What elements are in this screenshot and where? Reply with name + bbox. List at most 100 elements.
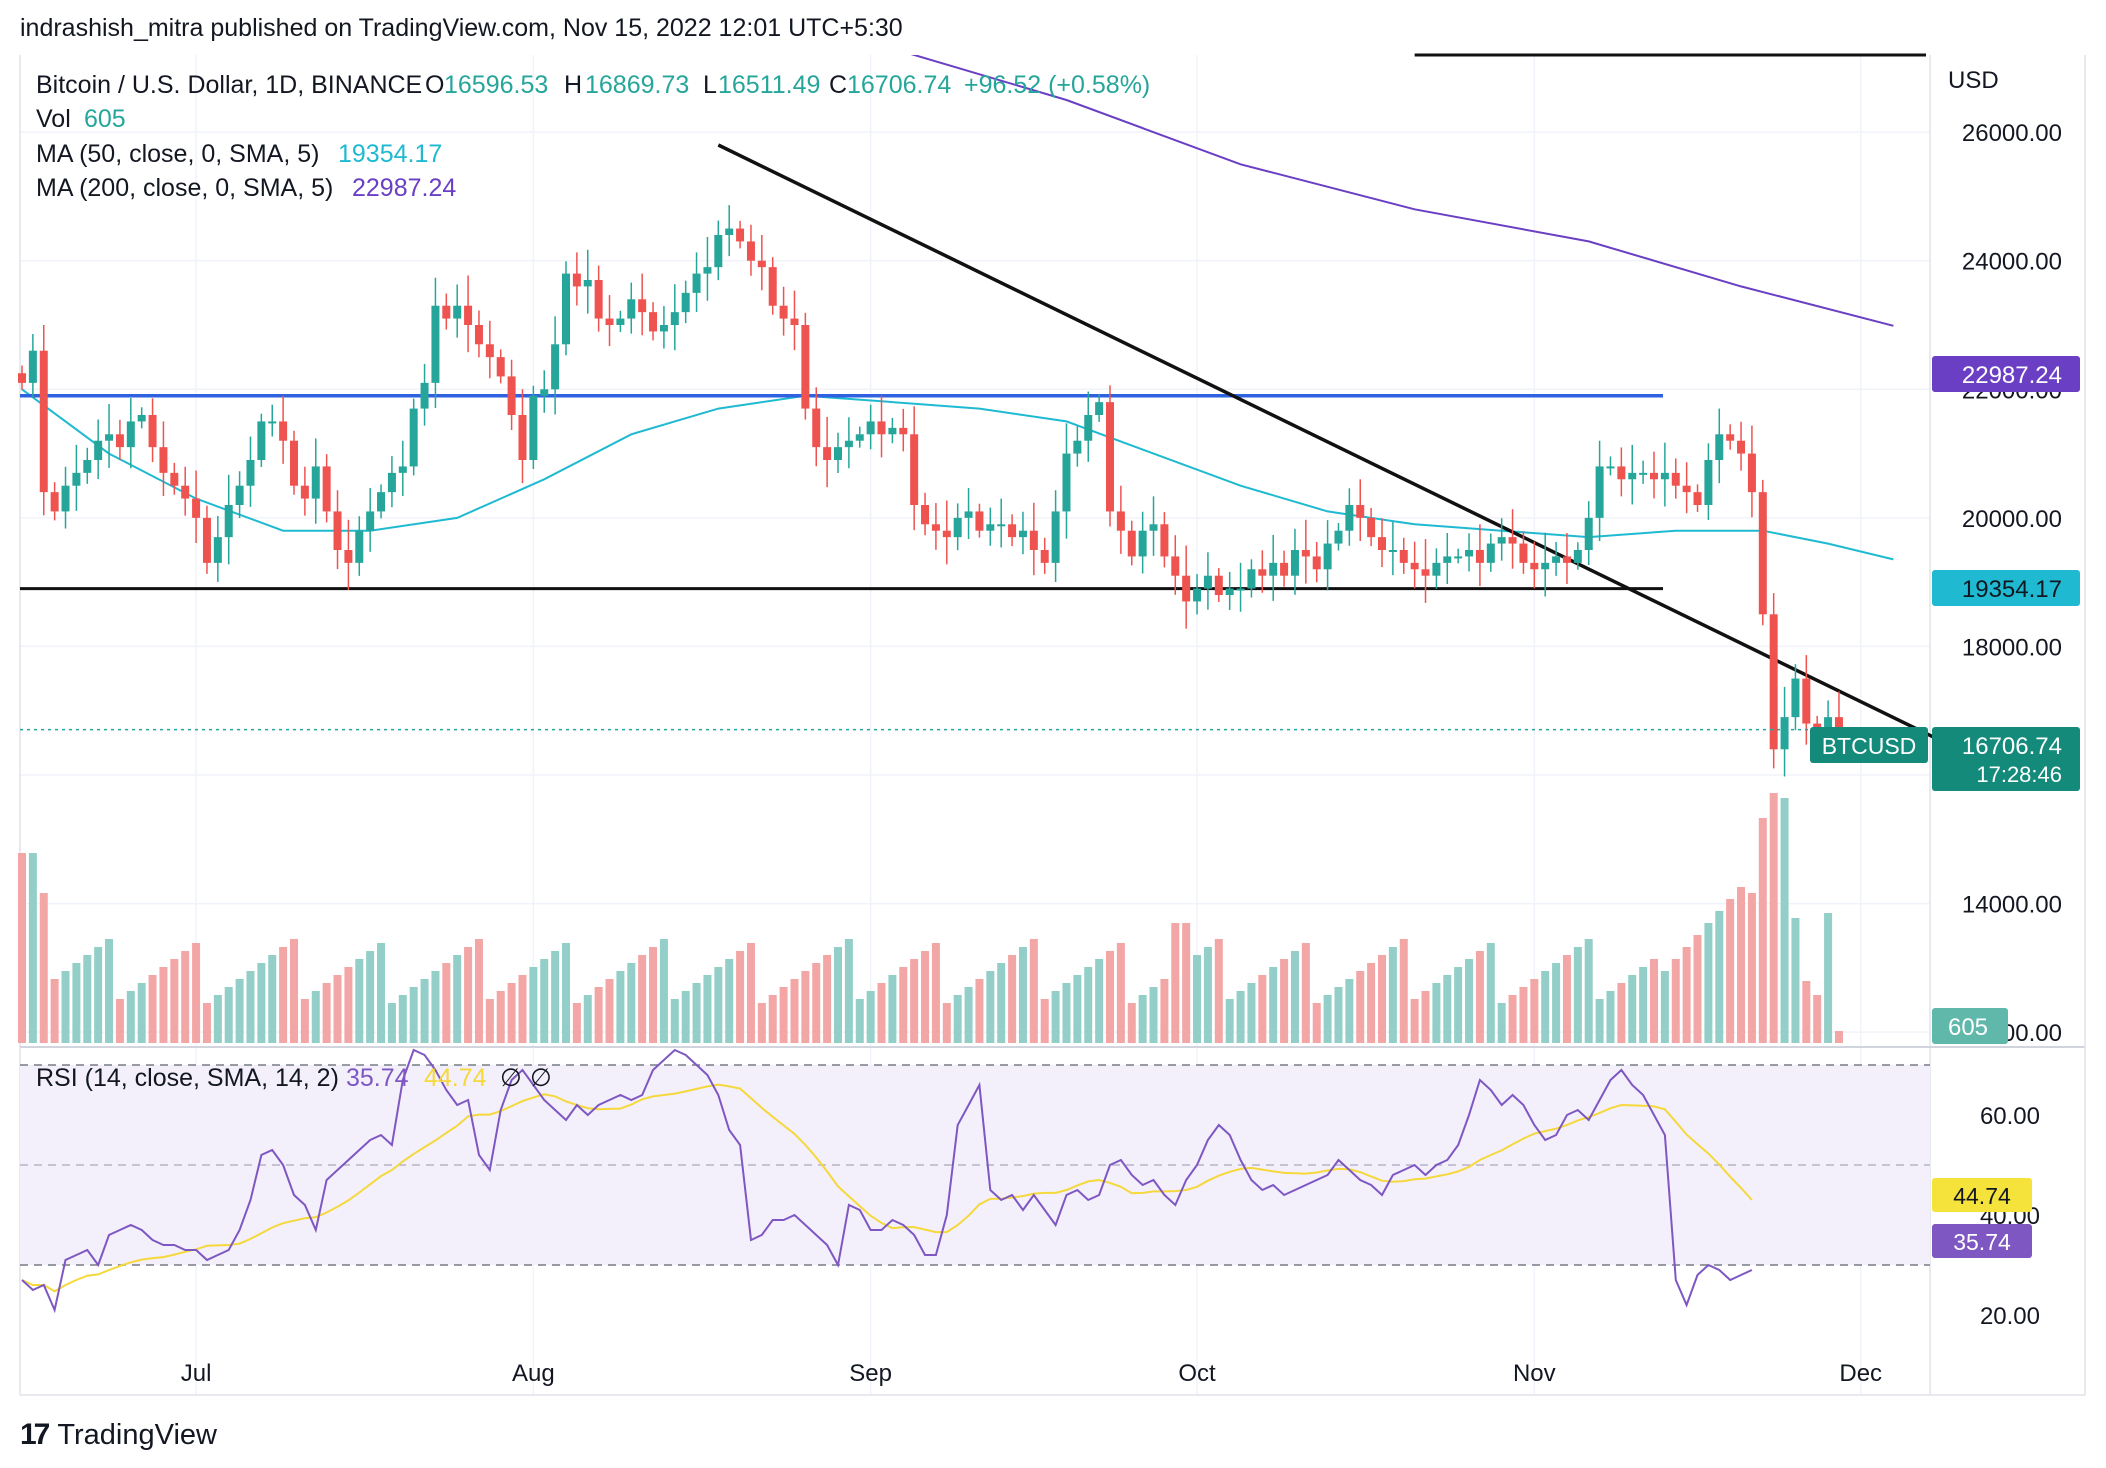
volume-bar [855, 999, 864, 1043]
volume-bar [1247, 983, 1256, 1043]
candle-body [1247, 569, 1256, 589]
volume-bar [290, 939, 298, 1043]
candle-body [921, 505, 930, 525]
volume-bar [1378, 955, 1386, 1043]
candle-body [18, 373, 26, 383]
volume-bar [562, 943, 570, 1043]
candle-body [398, 466, 407, 473]
candle-body [115, 434, 124, 448]
candle-body [1040, 550, 1049, 563]
volume-bar [1367, 963, 1376, 1043]
candle-body [1388, 550, 1397, 552]
candle-body [1062, 453, 1071, 512]
volume-bar [1606, 991, 1615, 1043]
volume-bar [866, 991, 875, 1043]
volume-badge-text: 605 [1948, 1014, 1988, 1041]
volume-bar [1084, 967, 1093, 1043]
candle-body [551, 344, 560, 390]
volume-bar [877, 983, 886, 1043]
price-tick-label: 14000.00 [1962, 892, 2062, 919]
volume-bar [616, 971, 625, 1043]
candle-body [855, 434, 864, 441]
volume-bar [605, 979, 614, 1043]
ma200-badge-text: 22987.24 [1962, 362, 2062, 389]
candle-body [529, 395, 538, 460]
candle-body [1236, 588, 1245, 591]
volume-bar [1410, 999, 1419, 1043]
candle-body [1280, 562, 1289, 576]
volume-bar [594, 987, 603, 1043]
volume-bar [736, 951, 745, 1043]
price-tick-label: 24000.00 [1962, 249, 2062, 276]
volume-bar [148, 975, 157, 1043]
volume-bar [72, 963, 81, 1043]
legend-rsi-extra-2: ∅ [530, 1064, 552, 1092]
legend-ma50-value: 19354.17 [338, 140, 442, 168]
volume-bar [1715, 911, 1724, 1043]
volume-bar [1225, 999, 1234, 1043]
volume-bar [1769, 793, 1778, 1043]
volume-bar [181, 951, 190, 1043]
volume-bar [1486, 943, 1495, 1043]
candle-body [137, 415, 146, 422]
volume-bar [1573, 947, 1582, 1043]
legend-rsi-value: 35.74 [346, 1064, 409, 1092]
candle-body [1312, 556, 1321, 570]
candle-body [496, 357, 505, 377]
volume-bar [1682, 947, 1691, 1043]
candle-body [192, 498, 201, 518]
ma200-line [910, 55, 1894, 327]
volume-bar [94, 947, 103, 1043]
rsi-badge-text: 35.74 [1953, 1229, 2011, 1255]
volume-bar [1106, 951, 1114, 1043]
tradingview-brand[interactable]: 17 TradingView [20, 1418, 217, 1452]
candle-body [518, 415, 527, 460]
candle-body [605, 318, 614, 325]
month-label: Nov [1513, 1360, 1556, 1387]
candle-body [1704, 460, 1713, 505]
candle-body [649, 312, 658, 332]
volume-bar [1650, 959, 1658, 1043]
volume-bar [1160, 979, 1169, 1043]
volume-bar [1595, 999, 1604, 1043]
brand-name: TradingView [57, 1418, 217, 1451]
candle-body [583, 280, 592, 287]
candle-body [931, 524, 940, 531]
month-label: Oct [1178, 1360, 1216, 1387]
volume-bar [670, 999, 679, 1043]
candle-body [1595, 466, 1604, 518]
candle-body [1269, 562, 1278, 576]
volume-bar [1008, 955, 1017, 1043]
candle-body [692, 273, 701, 293]
candle-body [1791, 678, 1800, 718]
candle-body [1530, 562, 1539, 570]
volume-bar [801, 971, 810, 1043]
volume-bar [834, 947, 842, 1043]
volume-bar [1095, 959, 1104, 1043]
candle-body [1378, 537, 1386, 550]
candle-body [1606, 466, 1615, 469]
candle-body [681, 292, 690, 313]
volume-bar [1345, 979, 1354, 1043]
volume-bar [464, 947, 473, 1043]
candle-body [877, 421, 886, 435]
candle-body [1671, 472, 1680, 486]
volume-bar [583, 995, 592, 1043]
legend-h-label: H [564, 71, 582, 99]
volume-bar [159, 967, 168, 1043]
volume-bar [420, 979, 429, 1043]
candle-body [964, 511, 973, 518]
candle-body [50, 492, 59, 512]
candle-body [257, 421, 266, 460]
candle-body [540, 389, 549, 396]
legend: Bitcoin / U.S. Dollar, 1D, BINANCE O 165… [36, 71, 1150, 1092]
candle-body [300, 485, 309, 499]
volume-bar [823, 955, 832, 1043]
candle-body [844, 440, 853, 448]
candle-body [148, 415, 157, 448]
candle-body [866, 421, 875, 435]
candle-body [1106, 402, 1114, 512]
candle-body [159, 447, 168, 473]
candle-body [834, 447, 842, 460]
